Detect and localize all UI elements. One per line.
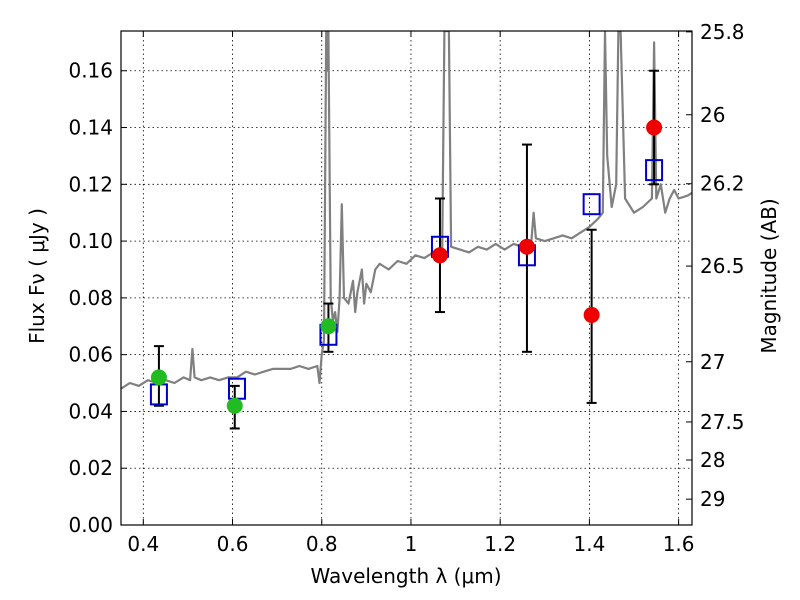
y2-axis-label: Magnitude (AB) [757, 198, 781, 353]
y-tick-label: 0.04 [68, 399, 113, 423]
y-axis-label: Flux Fν ( μJy ) [25, 208, 49, 344]
y-tick-label: 0.08 [68, 286, 113, 310]
spectrum-line [121, 31, 692, 390]
y-tick-label: 0.02 [68, 456, 113, 480]
y-tick-label: 0.10 [68, 229, 113, 253]
measured-circle-marker [518, 238, 535, 255]
measured-circle-marker [320, 318, 337, 335]
y-tick-labels: 0.00 0.02 0.04 0.06 0.08 0.10 0.12 0.14 0.16 [68, 59, 113, 537]
measured-circle-marker [431, 247, 448, 264]
plot-frame [120, 30, 693, 526]
x-tick-label: 0.8 [306, 532, 338, 556]
x-axis-label: Wavelength λ (μm) [310, 564, 501, 588]
model-square-marker [227, 377, 246, 400]
x-tick-label: 1.2 [484, 532, 516, 556]
y2-tick-label: 26 [700, 103, 725, 127]
y2-tick-labels: 25.8 26 26.2 26.5 27 27.5 28 29 [700, 20, 745, 511]
measured-circle-series [150, 119, 663, 414]
y-tick-label: 0.14 [68, 116, 113, 140]
y-tick-label: 0.16 [68, 59, 113, 83]
model-square-marker [582, 193, 601, 216]
y2-tick-label: 27.5 [700, 410, 745, 434]
model-square-series [149, 159, 664, 406]
y-tick-label: 0.06 [68, 343, 113, 367]
ticks [121, 31, 692, 526]
y2-tick-label: 27 [700, 350, 725, 374]
x-tick-labels: 0.4 0.6 0.8 1 1.2 1.4 1.6 [127, 532, 694, 556]
x-tick-label: 0.6 [217, 532, 249, 556]
y2-tick-label: 25.8 [700, 20, 745, 44]
x-tick-label: 1 [405, 532, 418, 556]
x-tick-label: 0.4 [127, 532, 159, 556]
y-tick-label: 0.00 [68, 513, 113, 537]
measured-circle-marker [646, 119, 663, 136]
y2-tick-label: 26.5 [700, 254, 745, 278]
model-square-marker [645, 159, 664, 182]
spectrum-series [121, 31, 692, 390]
measured-circle-marker [583, 306, 600, 323]
measured-circle-marker [226, 397, 243, 414]
measured-circle-marker [150, 369, 167, 386]
x-tick-label: 1.6 [663, 532, 695, 556]
y2-tick-label: 29 [700, 487, 725, 511]
y2-tick-label: 26.2 [700, 172, 745, 196]
x-tick-label: 1.4 [573, 532, 605, 556]
y-tick-label: 0.12 [68, 172, 113, 196]
errorbar-series [153, 69, 660, 430]
y2-tick-label: 28 [700, 448, 725, 472]
